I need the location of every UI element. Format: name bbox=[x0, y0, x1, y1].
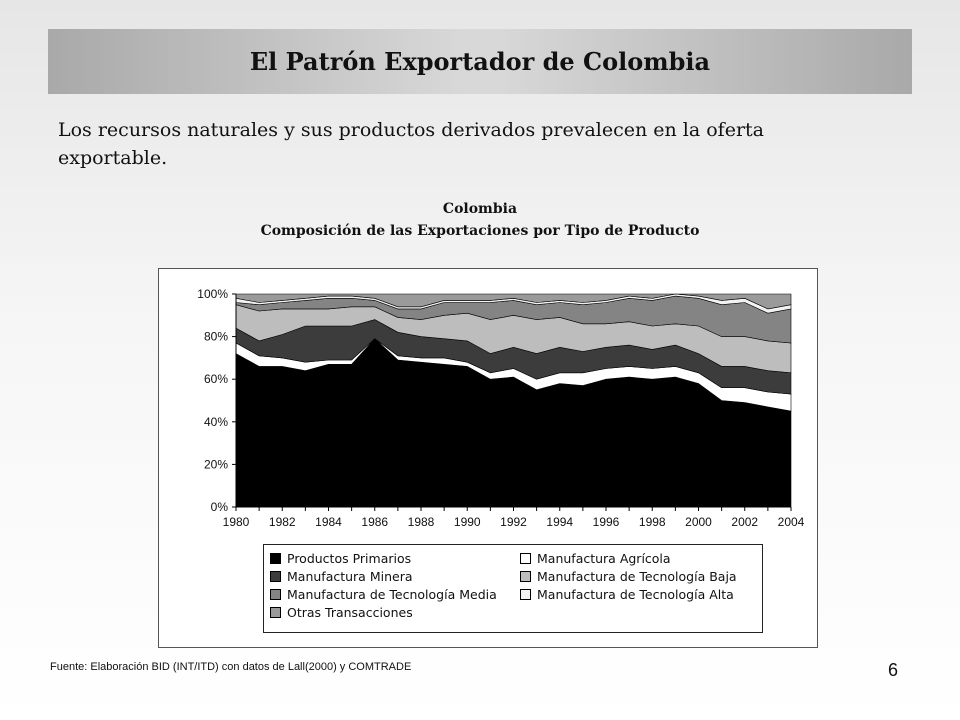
x-tick-label: 1990 bbox=[454, 515, 481, 529]
legend-label: Otras Transacciones bbox=[287, 604, 413, 620]
chart-axes: 0% 20% 40% 60% 80% 100% 1980 1982 1984 1986 1988 19… bbox=[197, 287, 804, 529]
y-tick-label: 0% bbox=[211, 500, 229, 514]
y-tick-label: 60% bbox=[204, 372, 228, 386]
source-note: Fuente: Elaboración BID (INT/ITD) con da… bbox=[50, 661, 412, 673]
x-tick-label: 1986 bbox=[361, 515, 388, 529]
chart-heading: Colombia Composición de las Exportacione… bbox=[0, 198, 960, 242]
chart-legend: Productos Primarios Manufactura Agrícola M… bbox=[263, 544, 763, 633]
legend-item: Manufactura Minera bbox=[270, 567, 520, 585]
legend-item: Productos Primarios bbox=[270, 549, 520, 567]
x-tick-label: 1980 bbox=[223, 515, 250, 529]
legend-swatch bbox=[270, 570, 281, 582]
series-areas bbox=[235, 293, 792, 508]
x-tick-label: 2004 bbox=[778, 515, 805, 529]
legend-item: Manufactura de Tecnología Media bbox=[270, 585, 520, 603]
legend-swatch bbox=[520, 570, 531, 582]
legend-swatch bbox=[520, 552, 531, 564]
x-tick-label: 1984 bbox=[315, 515, 342, 529]
y-tick-label: 40% bbox=[204, 415, 228, 429]
x-tick-label: 2000 bbox=[685, 515, 712, 529]
x-tick-label: 1988 bbox=[408, 515, 435, 529]
chart-subtitle: Composición de las Exportaciones por Tip… bbox=[260, 223, 700, 239]
legend-label: Manufactura Minera bbox=[287, 568, 413, 584]
x-tick-label: 1992 bbox=[500, 515, 527, 529]
x-tick-label: 1982 bbox=[269, 515, 296, 529]
x-tick-label: 1998 bbox=[639, 515, 666, 529]
legend-label: Manufactura de Tecnología Baja bbox=[537, 568, 737, 584]
page-number: 6 bbox=[888, 660, 899, 680]
legend-item: Manufactura de Tecnología Baja bbox=[520, 567, 770, 585]
legend-swatch bbox=[520, 588, 531, 600]
legend-item: Manufactura Agrícola bbox=[520, 549, 770, 567]
legend-swatch bbox=[270, 606, 281, 618]
y-tick-label: 80% bbox=[204, 330, 228, 344]
legend-label: Manufactura de Tecnología Alta bbox=[537, 586, 734, 602]
slide-subtitle: Los recursos naturales y sus productos d… bbox=[58, 119, 764, 169]
legend-item: Otras Transacciones bbox=[270, 603, 520, 621]
y-tick-label: 100% bbox=[197, 287, 228, 301]
legend-item: Manufactura de Tecnología Alta bbox=[520, 585, 770, 603]
legend-label: Manufactura de Tecnología Media bbox=[287, 586, 497, 602]
legend-label: Productos Primarios bbox=[287, 550, 412, 566]
chart-container: 0% 20% 40% 60% 80% 100% 1980 1982 1984 1986 1988 19… bbox=[158, 268, 818, 648]
area-series-6 bbox=[235, 293, 792, 310]
slide-title: El Patrón Exportador de Colombia bbox=[249, 47, 711, 76]
title-bar: El Patrón Exportador de Colombia bbox=[48, 29, 912, 94]
y-tick-label: 20% bbox=[204, 457, 228, 471]
legend-swatch bbox=[270, 552, 281, 564]
chart-title: Colombia bbox=[442, 201, 518, 217]
x-tick-label: 1994 bbox=[546, 515, 573, 529]
area-chart: 0% 20% 40% 60% 80% 100% 1980 1982 1984 1986 1988 19… bbox=[197, 287, 804, 529]
x-tick-label: 2002 bbox=[731, 515, 758, 529]
x-tick-label: 1996 bbox=[593, 515, 620, 529]
legend-label: Manufactura Agrícola bbox=[537, 550, 671, 566]
legend-swatch bbox=[270, 588, 281, 600]
